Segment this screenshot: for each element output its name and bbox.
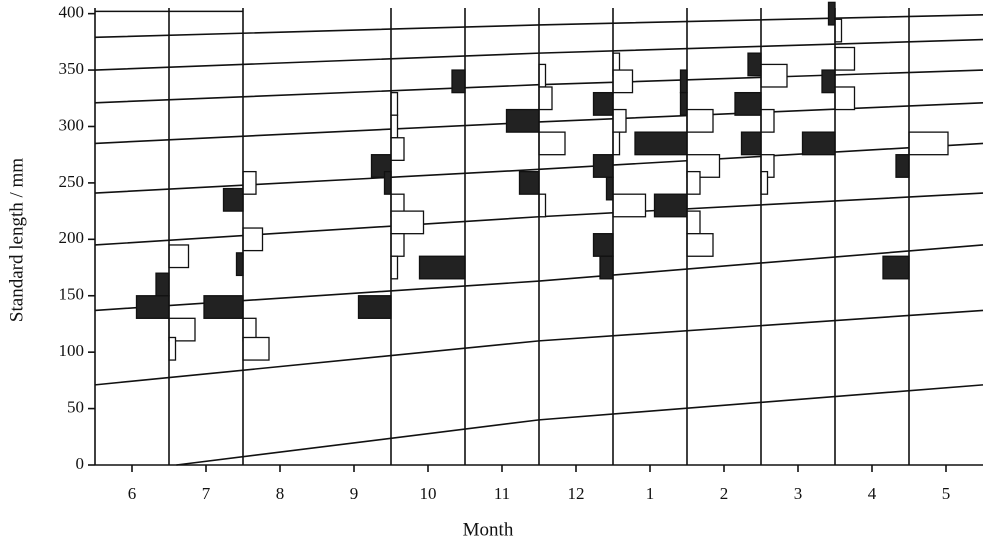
right-bar [538, 63, 547, 88]
y-tick-label: 200 [59, 228, 85, 247]
left-bar [679, 91, 688, 116]
left-bar [882, 255, 910, 280]
x-tick-label: 2 [720, 484, 729, 503]
x-tick-label: 12 [568, 484, 585, 503]
left-bar [679, 69, 688, 94]
right-bar [390, 255, 399, 280]
right-bar [538, 131, 566, 156]
left-bar [592, 233, 614, 257]
y-axis-label: Standard length / mm [6, 158, 27, 322]
left-bar [383, 170, 392, 195]
x-tick-label: 4 [868, 484, 877, 503]
left-bar [605, 176, 614, 201]
right-bar [686, 233, 714, 257]
right-bar [760, 108, 775, 133]
growth-curve [176, 384, 984, 466]
x-tick-label: 5 [942, 484, 951, 503]
right-bar [834, 46, 856, 71]
left-bar [747, 52, 762, 77]
right-bar [390, 114, 399, 139]
left-bar [827, 1, 836, 26]
right-bar [390, 137, 405, 161]
left-bar [451, 69, 466, 94]
left-bar [203, 295, 244, 319]
right-bar [242, 336, 270, 361]
right-bar [760, 63, 788, 88]
y-tick-label: 0 [76, 454, 85, 473]
left-bar [895, 154, 910, 178]
right-bar [760, 170, 769, 195]
x-tick-label: 9 [350, 484, 359, 503]
y-tick-label: 250 [59, 172, 85, 191]
left-bar [734, 91, 762, 116]
right-bar [908, 131, 949, 156]
left-bar [135, 295, 170, 319]
x-tick-label: 1 [646, 484, 655, 503]
right-bar [834, 18, 843, 43]
right-bar [686, 170, 701, 195]
right-bar [686, 210, 701, 235]
x-tick-label: 6 [128, 484, 137, 503]
left-bar [222, 187, 244, 212]
left-bar [235, 252, 244, 277]
right-bar [242, 227, 264, 252]
x-tick-label: 3 [794, 484, 803, 503]
left-bar [357, 295, 392, 319]
left-bar [592, 154, 614, 178]
x-axis-label: Month [463, 519, 514, 540]
y-tick-label: 50 [67, 397, 84, 416]
right-bar [242, 170, 257, 195]
x-tick-label: 10 [420, 484, 437, 503]
y-tick-label: 100 [59, 341, 85, 360]
left-bar [505, 108, 540, 133]
x-tick-label: 7 [202, 484, 211, 503]
right-bar [168, 244, 190, 269]
right-bar [612, 131, 621, 156]
left-bar [155, 272, 170, 297]
right-bar [612, 108, 627, 133]
left-bar [801, 131, 836, 156]
left-bar [599, 255, 614, 280]
left-bar [740, 131, 762, 156]
left-bar [821, 69, 836, 94]
left-bar [518, 170, 540, 195]
right-bar [538, 193, 547, 218]
right-bar [390, 233, 405, 257]
x-tick-label: 11 [494, 484, 510, 503]
y-tick-label: 300 [59, 115, 85, 134]
right-bar [390, 91, 399, 116]
right-bar [686, 108, 714, 133]
right-bar [538, 86, 553, 111]
x-tick-label: 8 [276, 484, 285, 503]
left-bar [653, 193, 688, 218]
right-bar [612, 193, 647, 218]
y-tick-label: 350 [59, 59, 85, 78]
right-bar [390, 210, 425, 235]
y-tick-label: 400 [59, 3, 85, 22]
right-bar [612, 69, 634, 94]
right-bar [168, 336, 177, 361]
left-bar [634, 131, 688, 156]
right-bar [834, 86, 856, 111]
left-bar [592, 91, 614, 116]
y-tick-label: 150 [59, 285, 85, 304]
left-bar [418, 255, 466, 280]
